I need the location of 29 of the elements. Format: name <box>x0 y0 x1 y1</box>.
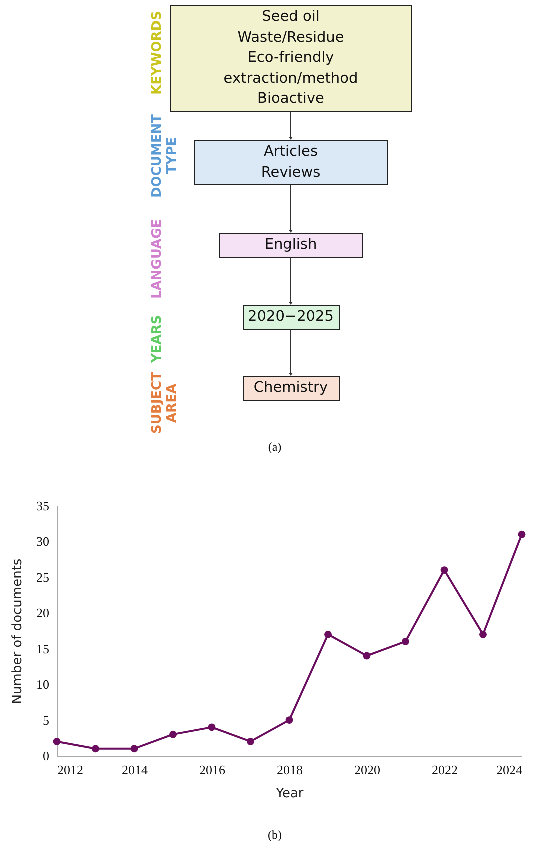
x-tick-label: 2024 <box>496 762 523 778</box>
category-label: YEARS <box>150 314 165 365</box>
category-label: KEYWORDS <box>150 10 165 97</box>
category-label: LANGUAGE <box>150 218 165 301</box>
text: Seed oil Waste/Residue Eco-friendly extraction/method Bioactive <box>170 5 412 112</box>
y-tick-label: 35 <box>36 498 50 514</box>
y-axis-title: Number of documents <box>10 558 26 704</box>
category-label: DOCUMENT TYPE <box>150 113 180 200</box>
x-tick-label: 2018 <box>277 762 303 778</box>
text: Articles Reviews <box>194 140 388 185</box>
y-tick-label: 20 <box>36 606 50 621</box>
text: 2020−2025 <box>242 305 340 330</box>
text: (b) <box>267 828 283 843</box>
x-tick-label: 2020 <box>354 762 380 778</box>
x-tick-label: 2016 <box>200 762 226 778</box>
x-tick-label: 2022 <box>432 762 458 778</box>
y-tick-label: 0 <box>43 748 50 764</box>
y-tick-label: 30 <box>36 534 50 550</box>
x-tick-label: 2014 <box>122 762 148 778</box>
x-axis-title: Year <box>275 786 304 802</box>
text: (a) <box>267 440 283 455</box>
text: Chemistry <box>242 376 340 400</box>
y-tick-label: 25 <box>36 570 50 585</box>
y-tick-label: 10 <box>36 677 50 692</box>
category-label: SUBJECT AREA <box>150 371 180 436</box>
text: English <box>219 233 363 258</box>
x-tick-label: 2012 <box>58 762 84 778</box>
y-tick-label: 5 <box>43 712 50 728</box>
y-tick-label: 15 <box>36 641 50 656</box>
